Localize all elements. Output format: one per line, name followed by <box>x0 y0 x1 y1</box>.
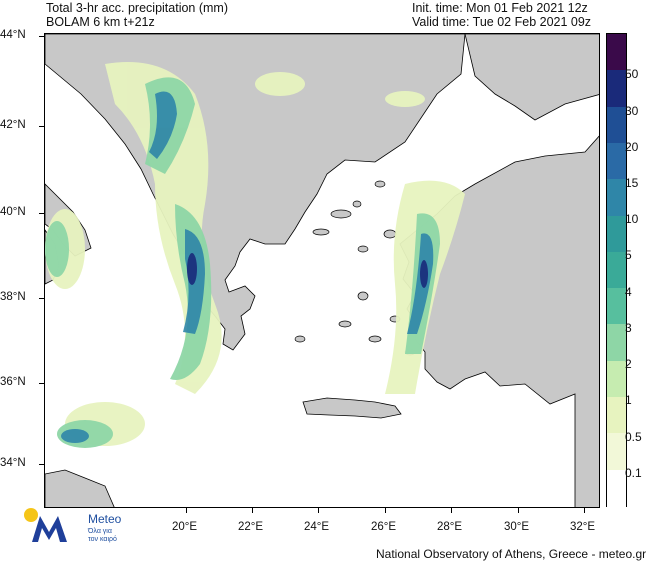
colorbar-label: 10 <box>625 212 639 226</box>
lon-label-30: 30°E <box>504 521 530 533</box>
colorbar-label: 30 <box>625 104 639 118</box>
precipitation-map <box>44 33 600 508</box>
lat-tick <box>39 464 44 465</box>
colorbar-label: 15 <box>625 176 639 190</box>
colorbar-label: 5 <box>625 248 632 262</box>
model-info: BOLAM 6 km t+21z <box>46 15 155 29</box>
land-crete <box>302 397 402 419</box>
lat-label-36: 36°N <box>0 376 26 388</box>
valid-time: Valid time: Tue 02 Feb 2021 09z <box>412 15 592 29</box>
lat-label-42: 42°N <box>0 119 26 131</box>
lon-label-22: 22°E <box>238 521 264 533</box>
footer-credit: National Observatory of Athens, Greece -… <box>376 547 647 561</box>
precip-max <box>187 253 428 288</box>
colorbar-segment <box>607 469 626 507</box>
lon-label-28: 28°E <box>437 521 463 533</box>
meteo-logo[interactable]: Meteo Όλα για τον καιρό <box>22 506 132 546</box>
lat-tick <box>39 213 44 214</box>
colorbar-segment <box>607 179 626 217</box>
colorbar-segment <box>607 70 626 108</box>
colorbar-label: 3 <box>625 321 632 335</box>
colorbar-segment <box>607 397 626 435</box>
lat-tick <box>39 36 44 37</box>
lat-tick <box>39 126 44 127</box>
colorbar-label: 0.5 <box>625 430 642 444</box>
init-time: Init. time: Mon 01 Feb 2021 12z <box>412 1 588 15</box>
lon-tick <box>385 508 386 513</box>
colorbar <box>606 33 627 507</box>
lon-tick <box>318 508 319 513</box>
logo-brand: Meteo <box>88 512 122 526</box>
lon-label-26: 26°E <box>371 521 397 533</box>
lat-label-34: 34°N <box>0 457 26 469</box>
colorbar-segment <box>607 433 626 471</box>
colorbar-segment <box>607 360 626 398</box>
colorbar-segment <box>607 106 626 144</box>
meteo-m-icon <box>24 508 67 542</box>
lon-tick <box>186 508 187 513</box>
colorbar-label: 50 <box>625 67 639 81</box>
logo-tagline-1: Όλα για <box>88 528 112 535</box>
colorbar-segment <box>607 251 626 289</box>
map-canvas <box>45 34 599 507</box>
lon-label-32: 32°E <box>570 521 596 533</box>
logo-tagline-2: τον καιρό <box>88 536 117 543</box>
lat-label-38: 38°N <box>0 291 26 303</box>
land-libya <box>45 469 115 507</box>
colorbar-label: 0.1 <box>625 466 642 480</box>
lat-tick <box>39 298 44 299</box>
colorbar-segment <box>607 324 626 362</box>
lat-label-44: 44°N <box>0 29 26 41</box>
lon-label-20: 20°E <box>172 521 198 533</box>
colorbar-label: 4 <box>625 285 632 299</box>
lon-label-24: 24°E <box>304 521 330 533</box>
chart-title: Total 3-hr acc. precipitation (mm) <box>46 1 229 15</box>
colorbar-label: 1 <box>625 393 632 407</box>
colorbar-segment <box>607 34 626 71</box>
colorbar-label: 2 <box>625 357 632 371</box>
lat-tick <box>39 383 44 384</box>
lon-tick <box>451 508 452 513</box>
colorbar-segment <box>607 142 626 180</box>
lon-tick <box>518 508 519 513</box>
lat-label-40: 40°N <box>0 206 26 218</box>
lon-tick <box>252 508 253 513</box>
lon-tick <box>584 508 585 513</box>
colorbar-segment <box>607 215 626 253</box>
colorbar-segment <box>607 288 626 326</box>
colorbar-label: 20 <box>625 140 639 154</box>
